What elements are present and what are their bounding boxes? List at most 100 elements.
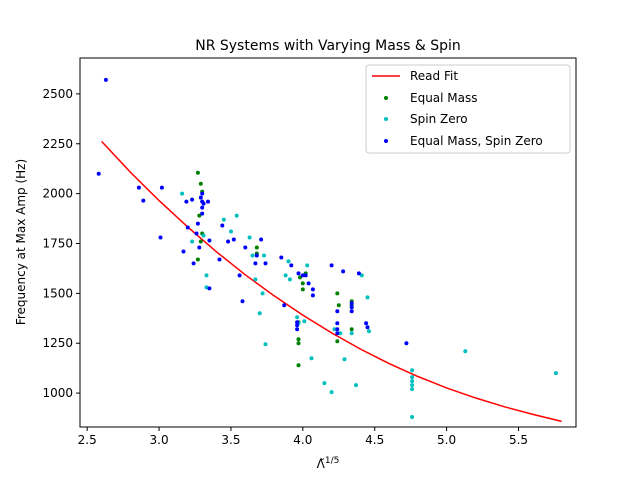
x-tick-label: 3.0 xyxy=(150,433,169,447)
data-point xyxy=(300,273,305,278)
y-axis: 1000 1250 1500 1750 2000 2250 2500 xyxy=(42,87,80,400)
data-point xyxy=(197,245,202,250)
data-point xyxy=(198,195,203,200)
data-point xyxy=(286,259,291,264)
y-tick-label: 2500 xyxy=(42,87,73,101)
data-point xyxy=(410,383,415,388)
series-2 xyxy=(96,77,409,346)
y-tick-label: 2250 xyxy=(42,137,73,151)
data-point xyxy=(322,381,327,386)
data-point xyxy=(300,287,305,292)
x-axis-label: Λ̃1/5 xyxy=(317,456,340,471)
data-point xyxy=(253,277,258,282)
data-point xyxy=(279,255,284,260)
data-point xyxy=(195,221,200,226)
legend-swatch-2 xyxy=(384,139,388,143)
data-point xyxy=(263,261,268,266)
data-point xyxy=(103,77,108,82)
data-point xyxy=(296,363,301,368)
data-point xyxy=(190,239,195,244)
data-point xyxy=(263,342,268,347)
legend-swatch-1 xyxy=(384,117,388,121)
y-tick-label: 2000 xyxy=(42,187,73,201)
y-axis-label: Frequency at Max Amp (Hz) xyxy=(14,159,28,325)
series-layer xyxy=(96,77,562,423)
data-point xyxy=(365,295,370,300)
data-point xyxy=(226,239,231,244)
data-point xyxy=(359,273,364,278)
data-point xyxy=(229,229,233,234)
data-point xyxy=(335,327,340,332)
x-tick-label: 4.0 xyxy=(293,433,312,447)
data-point xyxy=(195,170,200,175)
data-point xyxy=(335,309,340,314)
data-point xyxy=(253,261,258,266)
legend-box xyxy=(365,64,571,154)
series-1 xyxy=(180,191,558,419)
data-point xyxy=(259,237,264,242)
data-point xyxy=(410,368,415,373)
data-point xyxy=(247,235,252,240)
data-point xyxy=(240,299,245,304)
data-point xyxy=(410,379,415,384)
data-point xyxy=(410,387,415,392)
data-point xyxy=(463,349,468,354)
data-point xyxy=(257,311,262,316)
data-point xyxy=(306,281,311,286)
legend-label-fit: Read Fit xyxy=(410,69,458,83)
data-point xyxy=(262,253,266,258)
data-point xyxy=(180,191,185,196)
data-point xyxy=(335,331,340,336)
data-point xyxy=(349,309,354,314)
data-point xyxy=(250,253,255,258)
x-axis-label-superscript: 1/5 xyxy=(325,456,339,466)
data-point xyxy=(254,245,259,250)
data-point xyxy=(200,211,205,216)
data-point xyxy=(282,303,287,308)
data-point xyxy=(158,235,163,240)
data-point xyxy=(342,357,347,362)
data-point xyxy=(198,239,203,244)
data-point xyxy=(283,273,288,278)
x-tick-label: 2.5 xyxy=(78,433,97,447)
data-point xyxy=(204,273,209,278)
data-point xyxy=(300,281,305,286)
data-point xyxy=(206,199,210,204)
fit-line xyxy=(101,140,562,423)
data-point xyxy=(200,191,205,196)
data-point xyxy=(349,301,354,306)
x-axis-label-base: Λ̃ xyxy=(317,457,326,471)
data-point xyxy=(296,341,301,346)
data-point xyxy=(96,171,101,176)
data-point xyxy=(243,245,248,250)
data-point xyxy=(349,331,354,336)
y-tick-label: 1500 xyxy=(42,286,73,300)
data-point xyxy=(191,261,196,266)
x-tick-label: 3.5 xyxy=(221,433,240,447)
data-point xyxy=(341,269,346,274)
legend-label-0: Equal Mass xyxy=(410,91,478,105)
data-point xyxy=(200,205,205,210)
data-point xyxy=(349,327,354,332)
data-point xyxy=(197,213,202,218)
x-axis: 2.5 3.0 3.5 4.0 4.5 5.0 5.5 xyxy=(78,427,528,447)
x-tick-label: 4.5 xyxy=(365,433,384,447)
data-point xyxy=(185,225,190,230)
legend-label-2: Equal Mass, Spin Zero xyxy=(410,134,543,148)
data-point xyxy=(201,233,206,238)
data-point xyxy=(207,238,212,243)
data-point xyxy=(254,253,259,258)
data-point xyxy=(201,201,206,206)
data-point xyxy=(136,185,141,190)
data-point xyxy=(404,341,409,346)
data-point xyxy=(303,273,308,278)
data-point xyxy=(220,223,225,228)
data-point xyxy=(349,305,354,310)
data-point xyxy=(302,319,307,324)
data-point xyxy=(336,303,341,308)
data-point xyxy=(207,286,212,291)
data-point xyxy=(159,185,164,190)
y-tick-label: 1000 xyxy=(42,386,73,400)
data-point xyxy=(234,213,239,218)
data-point xyxy=(356,271,361,276)
